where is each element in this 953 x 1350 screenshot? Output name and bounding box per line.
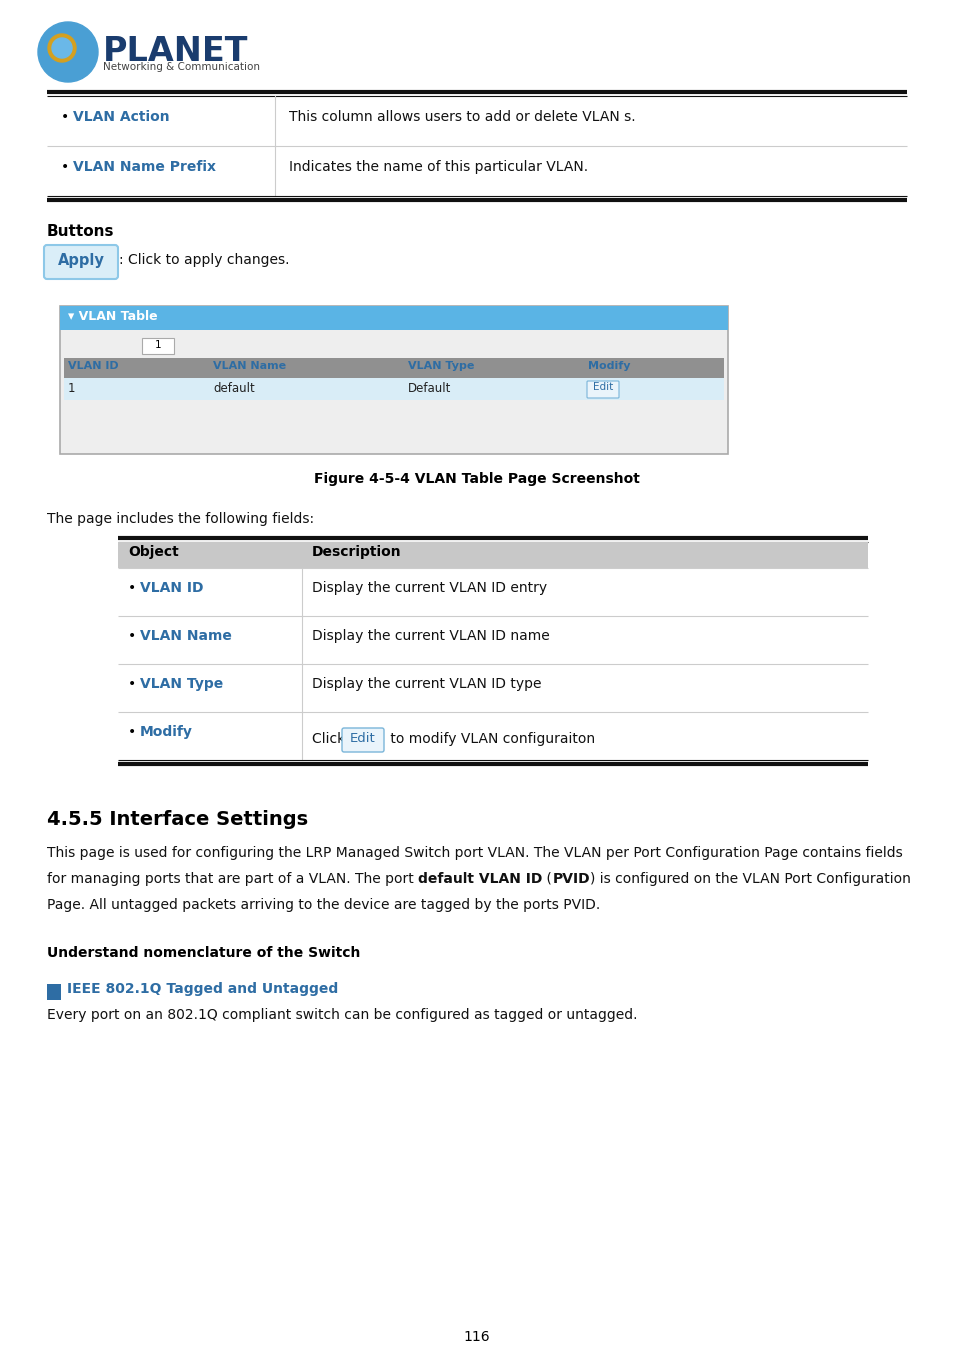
FancyBboxPatch shape — [108, 338, 140, 354]
FancyBboxPatch shape — [142, 338, 173, 354]
Circle shape — [38, 22, 98, 82]
Text: ▾ VLAN Table: ▾ VLAN Table — [68, 310, 157, 323]
Text: •: • — [128, 676, 136, 691]
Bar — [64, 358, 723, 378]
Text: Apply: Apply — [57, 252, 104, 269]
Text: Display the current VLAN ID name: Display the current VLAN ID name — [312, 629, 549, 643]
Text: Description: Description — [312, 545, 401, 559]
FancyBboxPatch shape — [74, 338, 106, 354]
Text: •: • — [128, 629, 136, 643]
Bar — [60, 306, 727, 329]
Text: VLAN Type: VLAN Type — [408, 360, 474, 371]
Text: Buttons: Buttons — [47, 224, 114, 239]
Text: •: • — [61, 109, 70, 124]
Text: This page is used for configuring the LRP Managed Switch port VLAN. The VLAN per: This page is used for configuring the LR… — [47, 846, 902, 860]
Text: Networking & Communication: Networking & Communication — [103, 62, 260, 72]
Text: Edit: Edit — [350, 732, 375, 745]
Text: •: • — [61, 161, 70, 174]
Text: VLAN ID: VLAN ID — [140, 580, 203, 595]
Text: IEEE 802.1Q Tagged and Untagged: IEEE 802.1Q Tagged and Untagged — [67, 981, 338, 996]
Text: 1: 1 — [154, 340, 161, 350]
Text: default: default — [213, 382, 254, 396]
Text: for managing ports that are part of a VLAN. The port: for managing ports that are part of a VL… — [47, 872, 417, 886]
Text: 4.5.5 Interface Settings: 4.5.5 Interface Settings — [47, 810, 308, 829]
Text: 116: 116 — [463, 1330, 490, 1345]
Text: The page includes the following fields:: The page includes the following fields: — [47, 512, 314, 526]
Text: Understand nomenclature of the Switch: Understand nomenclature of the Switch — [47, 946, 360, 960]
Text: PLANET: PLANET — [103, 35, 248, 68]
Text: 1: 1 — [68, 382, 75, 396]
Bar — [64, 378, 723, 400]
Text: ) is configured on the VLAN Port Configuration: ) is configured on the VLAN Port Configu… — [589, 872, 910, 886]
Text: VLAN Name: VLAN Name — [213, 360, 286, 371]
Text: : Click to apply changes.: : Click to apply changes. — [119, 252, 289, 267]
Text: VLAN Type: VLAN Type — [140, 676, 223, 691]
FancyBboxPatch shape — [341, 728, 384, 752]
Text: Display the current VLAN ID type: Display the current VLAN ID type — [312, 676, 541, 691]
Text: •: • — [128, 580, 136, 595]
FancyBboxPatch shape — [210, 338, 242, 354]
Text: default VLAN ID: default VLAN ID — [417, 872, 542, 886]
Text: Indicates the name of this particular VLAN.: Indicates the name of this particular VL… — [289, 161, 587, 174]
Text: VLAN Name: VLAN Name — [140, 629, 232, 643]
FancyBboxPatch shape — [44, 244, 118, 279]
FancyBboxPatch shape — [175, 338, 208, 354]
Text: Default: Default — [408, 382, 451, 396]
Circle shape — [48, 34, 76, 62]
Text: VLAN Name Prefix: VLAN Name Prefix — [73, 161, 215, 174]
Bar — [118, 541, 867, 568]
Text: VLAN ID: VLAN ID — [68, 360, 118, 371]
Text: Modify: Modify — [140, 725, 193, 738]
Text: VLAN Action: VLAN Action — [73, 109, 170, 124]
Text: to modify VLAN configuraiton: to modify VLAN configuraiton — [386, 732, 595, 747]
Bar — [47, 984, 61, 1000]
FancyBboxPatch shape — [586, 381, 618, 398]
Text: •: • — [128, 725, 136, 738]
Text: Figure 4-5-4 VLAN Table Page Screenshot: Figure 4-5-4 VLAN Table Page Screenshot — [314, 472, 639, 486]
Text: Modify: Modify — [587, 360, 630, 371]
Text: Display the current VLAN ID entry: Display the current VLAN ID entry — [312, 580, 547, 595]
Text: Page. All untagged packets arriving to the device are tagged by the ports PVID.: Page. All untagged packets arriving to t… — [47, 898, 599, 913]
Text: Every port on an 802.1Q compliant switch can be configured as tagged or untagged: Every port on an 802.1Q compliant switch… — [47, 1008, 637, 1022]
Text: Object: Object — [128, 545, 178, 559]
Text: This column allows users to add or delete VLAN s.: This column allows users to add or delet… — [289, 109, 635, 124]
Text: (: ( — [542, 872, 552, 886]
Bar — [60, 306, 727, 454]
Circle shape — [52, 38, 71, 58]
Text: Click: Click — [312, 732, 349, 747]
Text: Edit: Edit — [592, 382, 613, 391]
Text: PVID: PVID — [552, 872, 589, 886]
